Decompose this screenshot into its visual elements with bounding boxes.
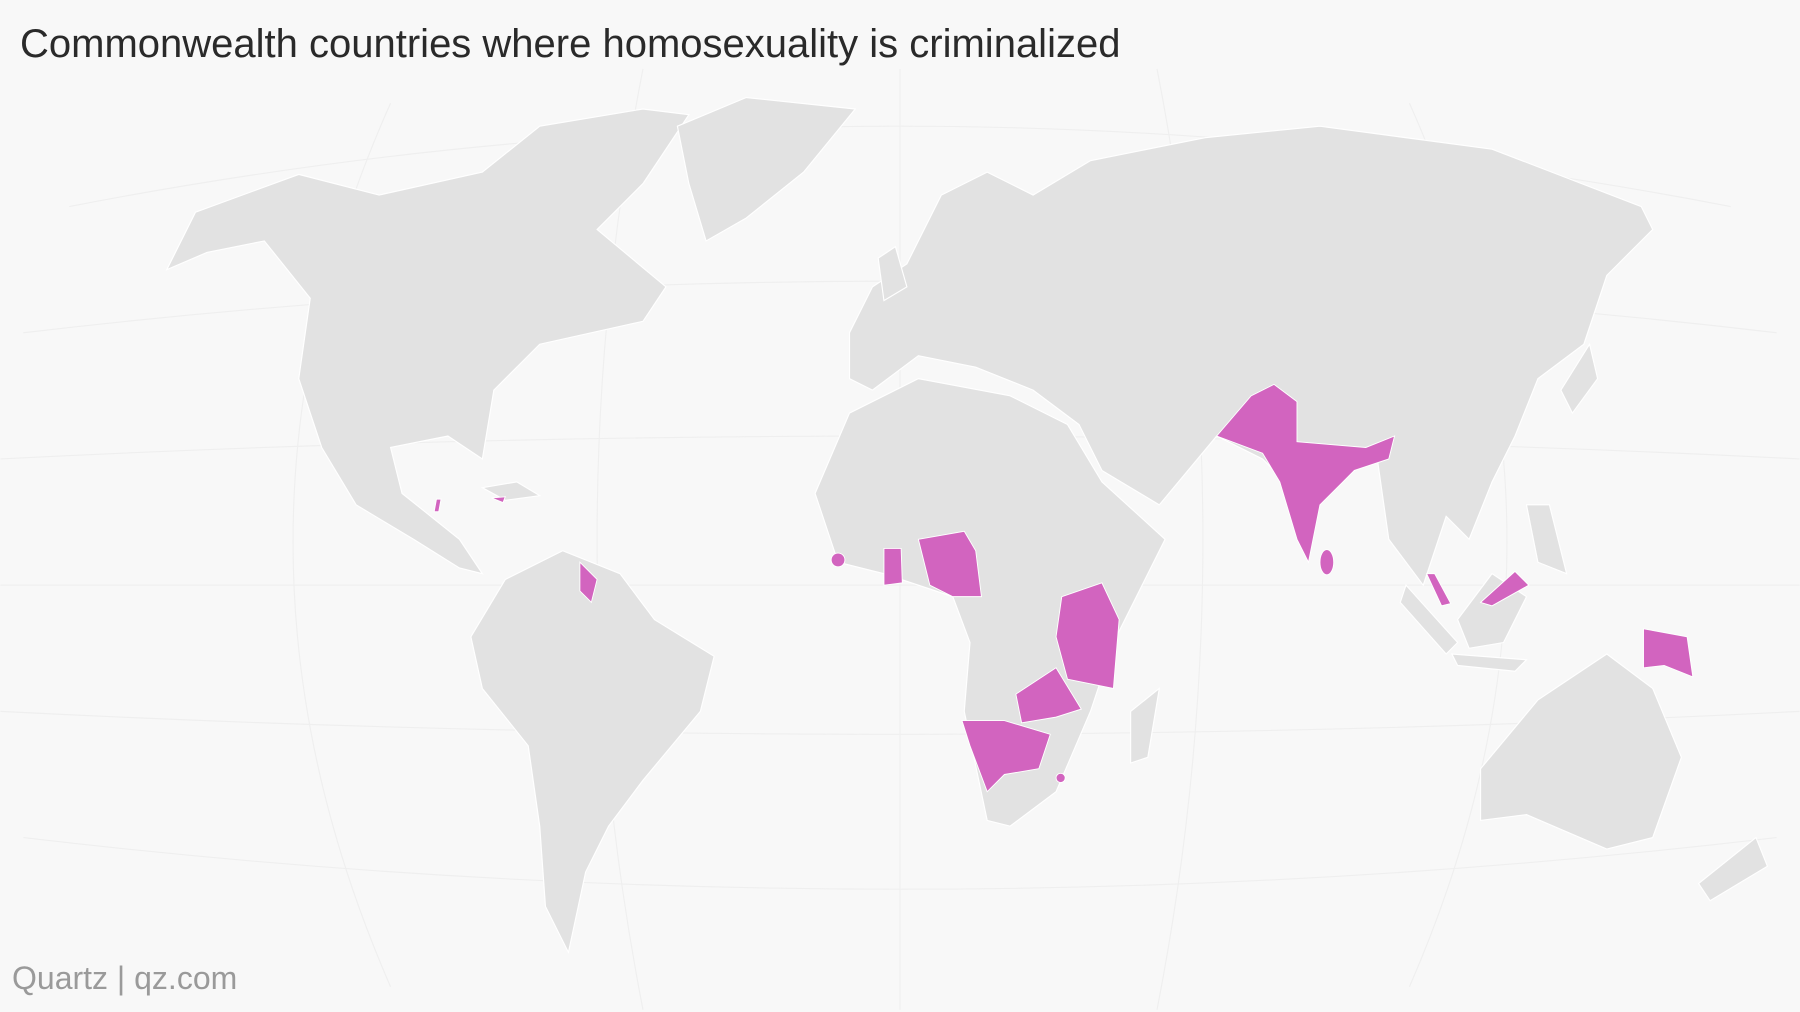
- zambia-malawi: [1015, 667, 1082, 724]
- sumatra: [1399, 584, 1459, 655]
- ghana: [883, 547, 903, 586]
- japan: [1560, 342, 1599, 415]
- chart-title: Commonwealth countries where homosexuali…: [20, 22, 1121, 66]
- land: [165, 96, 1769, 955]
- jamaica: [491, 496, 506, 504]
- papua-new-guinea: [1643, 628, 1694, 678]
- new-zealand: [1697, 836, 1769, 902]
- north-america: [165, 108, 690, 575]
- sierra-leone: [830, 552, 846, 568]
- java: [1450, 653, 1528, 672]
- caribbean: [480, 481, 542, 501]
- africa: [814, 378, 1166, 827]
- sri-lanka: [1319, 549, 1335, 576]
- australia: [1480, 653, 1682, 850]
- eurasia: [848, 125, 1654, 587]
- philippines: [1525, 504, 1568, 575]
- source-credit: Quartz | qz.com: [12, 960, 238, 996]
- nigeria-cameroon: [917, 530, 982, 598]
- malaysia-west: [1425, 573, 1452, 607]
- criminalizing-countries: [433, 383, 1694, 793]
- madagascar: [1130, 687, 1161, 764]
- guyana: [579, 561, 598, 604]
- greenland: [676, 96, 857, 242]
- south-america: [470, 550, 715, 955]
- namibia-botswana: [961, 720, 1051, 793]
- british-isles: [877, 245, 908, 302]
- malaysia-east: [1479, 570, 1530, 607]
- eswatini: [1055, 772, 1066, 783]
- south-asia: [1215, 383, 1396, 564]
- belize: [433, 498, 442, 513]
- east-africa: [1055, 582, 1120, 689]
